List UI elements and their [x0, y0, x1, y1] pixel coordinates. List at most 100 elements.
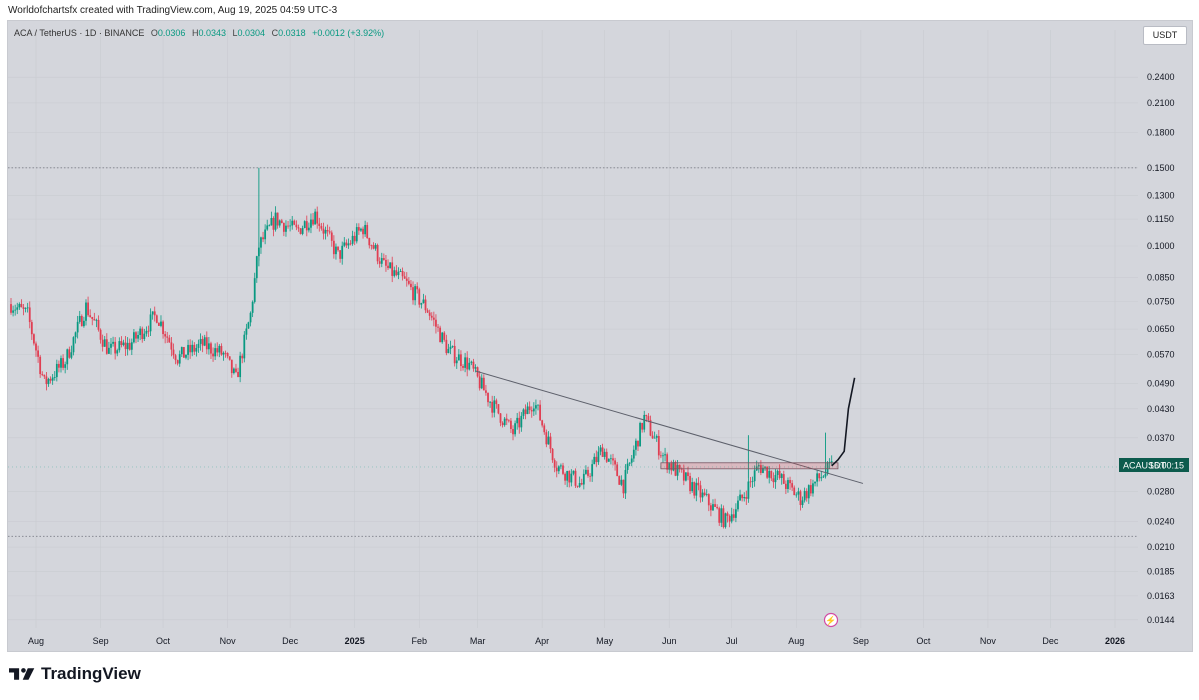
candle-body [68, 349, 71, 358]
candle-body [410, 283, 412, 288]
candle-body [97, 319, 100, 330]
price-tag-countdown: 16:00:15 [1149, 461, 1184, 471]
candle-body [462, 366, 464, 368]
horizontal-levels [8, 167, 1138, 537]
candle-body [164, 334, 167, 337]
candle-body [487, 392, 489, 403]
candle-body [551, 448, 554, 461]
candle-body [453, 345, 456, 364]
candle-body [605, 451, 608, 462]
time-axis: Aug Sep Oct Nov Dec 2025 Feb Mar Apr May Jun Jul Aug… [28, 636, 1125, 646]
y-tick-label: 0.1150 [1147, 214, 1174, 224]
candle-body [401, 270, 404, 277]
candle-body [747, 481, 750, 499]
candle-body [764, 466, 766, 468]
price-axis: 0.2400 0.2100 0.1800 0.1500 0.1300 0.1150 0.10… [1147, 72, 1175, 625]
candle-body [705, 494, 708, 496]
candle-body [39, 356, 42, 375]
candle-body [180, 347, 183, 355]
trend-line [475, 370, 864, 484]
candle-body [676, 464, 679, 476]
candle-body [332, 240, 335, 255]
candle-body [137, 335, 139, 339]
candle-body [33, 334, 35, 344]
candle-body [360, 228, 362, 231]
candle-body [460, 354, 462, 367]
candle-body [430, 315, 433, 318]
candle-body [45, 376, 48, 385]
low-value: 0.0304 [237, 28, 266, 38]
candle-body [295, 224, 298, 228]
candle-body [62, 358, 64, 368]
x-tick-label: Mar [470, 636, 486, 646]
candle-body [151, 311, 154, 315]
candle-body [35, 343, 37, 351]
candle-body [222, 352, 225, 355]
candle-body [87, 302, 89, 316]
x-tick-label: Sep [853, 636, 869, 646]
candle-body [597, 451, 600, 463]
candle-body [147, 330, 150, 332]
candle-body [762, 467, 764, 473]
candle-body [116, 350, 119, 354]
candle-body [780, 474, 783, 479]
drawings [8, 370, 1138, 484]
candle-body [297, 227, 300, 229]
y-tick-label: 0.0430 [1147, 404, 1175, 414]
candle-body [566, 470, 569, 481]
candle-body [776, 470, 779, 475]
candle-body [614, 460, 616, 465]
candle-body [768, 470, 771, 478]
candle-body [357, 227, 360, 231]
candle-body [166, 336, 169, 338]
candle-body [801, 500, 804, 506]
candle-body [20, 303, 23, 308]
candle-body [737, 500, 739, 510]
candle-body [593, 456, 596, 465]
candle-body [547, 436, 550, 445]
candle-body [101, 339, 104, 347]
x-tick-label: Oct [916, 636, 931, 646]
high-label: H [191, 28, 199, 38]
candle-body [672, 462, 675, 471]
candle-body [589, 475, 591, 477]
candle-body [422, 299, 425, 304]
candle-body [85, 302, 87, 321]
candle-body [393, 270, 396, 276]
candle-body [174, 355, 177, 361]
currency-button[interactable]: USDT [1143, 26, 1187, 45]
candle-body [501, 422, 504, 426]
candle-body [649, 419, 652, 436]
candle-body [582, 473, 585, 485]
candle-body [587, 469, 589, 476]
candle-body [797, 491, 800, 495]
candle-body [809, 485, 812, 494]
candle-body [347, 243, 350, 246]
candle-body [287, 225, 289, 227]
candle-body [368, 238, 371, 246]
candle-body [80, 316, 83, 327]
candle-body [112, 341, 114, 344]
candle-body [601, 447, 604, 457]
candle-body [189, 344, 192, 353]
candle-body [420, 303, 423, 305]
candle-body [495, 400, 498, 405]
candle-body [570, 473, 573, 483]
candle-body [172, 349, 175, 356]
candle-body [435, 319, 437, 327]
candle-body [757, 465, 760, 467]
candle-body [795, 494, 798, 496]
symbol-legend: ACA / TetherUS · 1D · BINANCE O0.0306 H0… [14, 28, 384, 38]
candle-body [739, 494, 741, 501]
candle-body [43, 374, 46, 377]
candle-body [255, 256, 258, 279]
candle-body [697, 482, 700, 486]
candle-body [301, 227, 304, 234]
candle-body [95, 319, 98, 321]
candle-body [214, 348, 217, 357]
candle-body [516, 417, 519, 424]
candle-body [91, 316, 94, 319]
candle-body [99, 329, 102, 340]
candle-body [770, 470, 773, 479]
